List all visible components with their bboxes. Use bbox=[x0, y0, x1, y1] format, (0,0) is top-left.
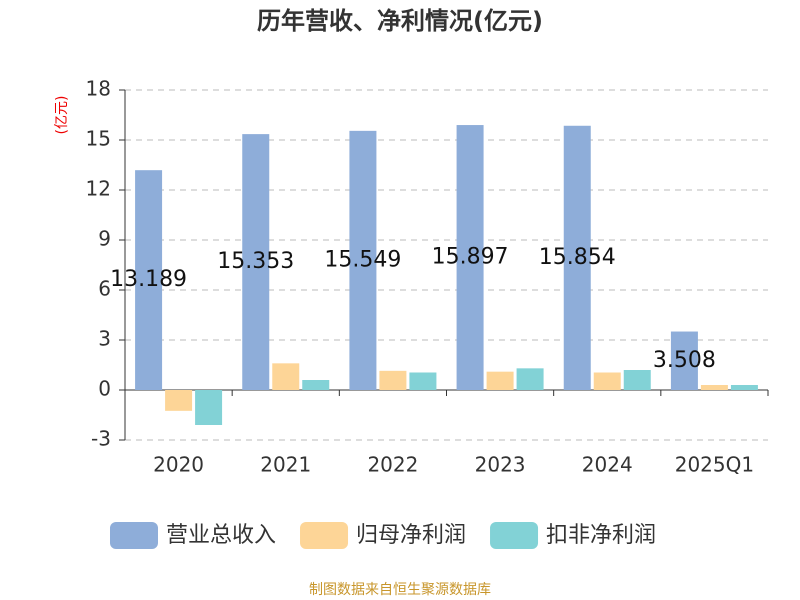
data-label: 13.189 bbox=[110, 267, 187, 292]
y-tick-label: 9 bbox=[98, 227, 111, 251]
bar bbox=[563, 125, 591, 391]
x-tick-label: 2020 bbox=[153, 453, 204, 477]
x-tick-label: 2022 bbox=[367, 453, 418, 477]
bar bbox=[379, 370, 407, 390]
legend-swatch bbox=[110, 522, 158, 549]
data-label: 3.508 bbox=[653, 348, 716, 373]
source-note: 制图数据来自恒生聚源数据库 bbox=[309, 582, 491, 598]
legend-swatch bbox=[490, 522, 539, 549]
data-label: 15.854 bbox=[539, 245, 616, 270]
data-label: 15.897 bbox=[432, 245, 509, 270]
bar bbox=[135, 170, 163, 390]
data-label: 15.549 bbox=[324, 247, 401, 272]
legend-label: 扣非净利润 bbox=[546, 523, 656, 548]
legend-label: 归母净利润 bbox=[356, 523, 466, 548]
bar bbox=[456, 125, 484, 391]
chart-title: 历年营收、净利情况(亿元) bbox=[257, 7, 543, 35]
bar bbox=[272, 363, 300, 390]
y-tick-label: 12 bbox=[86, 177, 111, 201]
x-tick-label: 2023 bbox=[475, 453, 526, 477]
bar bbox=[302, 380, 330, 390]
bar bbox=[165, 390, 193, 411]
bar bbox=[593, 372, 621, 390]
bar bbox=[516, 368, 544, 390]
data-label: 15.353 bbox=[217, 249, 294, 274]
y-tick-label: 0 bbox=[98, 377, 111, 401]
bar bbox=[730, 385, 758, 390]
legend-label: 营业总收入 bbox=[166, 523, 276, 548]
bar bbox=[486, 371, 514, 390]
bar bbox=[409, 372, 437, 390]
bar bbox=[623, 370, 651, 390]
x-tick-label: 2025Q1 bbox=[675, 453, 754, 477]
legend-swatch bbox=[300, 522, 349, 549]
y-axis-label: (亿元) bbox=[54, 96, 70, 135]
y-tick-label: 6 bbox=[98, 277, 111, 301]
y-tick-label: 18 bbox=[86, 77, 111, 101]
bar bbox=[700, 385, 728, 390]
x-tick-label: 2021 bbox=[260, 453, 311, 477]
y-tick-label: 3 bbox=[98, 327, 111, 351]
bar bbox=[242, 134, 270, 390]
bar bbox=[670, 331, 698, 390]
y-tick-label: -3 bbox=[91, 427, 111, 451]
bar bbox=[349, 130, 377, 390]
y-tick-label: 15 bbox=[86, 127, 111, 151]
bar bbox=[195, 390, 223, 425]
x-tick-label: 2024 bbox=[582, 453, 633, 477]
